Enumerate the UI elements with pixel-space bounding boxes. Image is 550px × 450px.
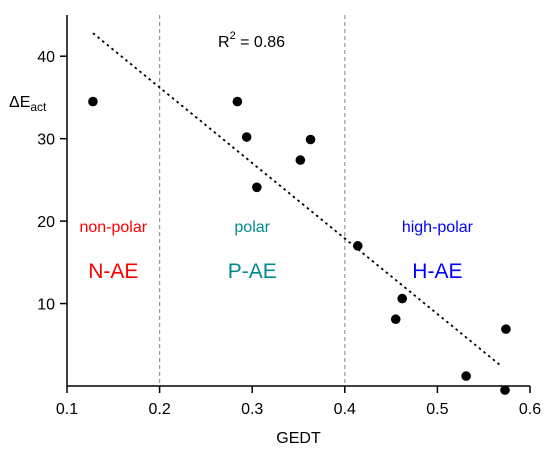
x-tick-label: 0.1: [56, 401, 78, 418]
data-point: [390, 314, 401, 325]
x-axis-ticks: 0.1 0.2 0.3 0.4 0.5 0.6: [56, 386, 541, 418]
data-point: [397, 293, 408, 304]
data-point: [305, 134, 316, 145]
region-code-1: P-AE: [228, 260, 277, 283]
y-axis-title-subscript: act: [30, 100, 47, 114]
x-tick-label: 0.2: [148, 401, 170, 418]
region-label-1: polar: [234, 219, 270, 236]
region-annotations: non-polar N-AE polar P-AE high-polar H-AE: [79, 219, 473, 283]
r-squared-value: = 0.86: [236, 34, 285, 51]
region-dividers: [159, 15, 346, 386]
x-axis-title: GEDT: [276, 430, 321, 447]
region-label-2: high-polar: [402, 219, 474, 236]
data-point: [241, 132, 252, 142]
axes: [66, 15, 530, 387]
y-axis-title: ΔEact: [9, 94, 47, 114]
data-point: [88, 96, 98, 107]
data-point: [232, 96, 243, 107]
y-axis-title-main: ΔE: [9, 94, 30, 111]
y-tick-label: 10: [37, 297, 55, 314]
y-tick-label: 40: [37, 49, 55, 66]
region-code-0: N-AE: [88, 260, 138, 283]
x-tick-label: 0.6: [519, 401, 541, 418]
data-points: [88, 96, 511, 395]
region-code-2: H-AE: [412, 260, 462, 283]
data-point: [252, 182, 262, 193]
y-tick-label: 30: [37, 132, 55, 149]
r-squared-superscript: 2: [230, 30, 236, 42]
data-point: [501, 324, 511, 334]
x-tick-label: 0.4: [334, 401, 356, 418]
data-point: [461, 371, 471, 381]
y-tick-label: 20: [37, 214, 55, 231]
r-squared-prefix: R: [218, 34, 230, 51]
trendline: [92, 32, 501, 366]
data-point: [295, 155, 306, 165]
data-point: [352, 241, 363, 251]
region-label-0: non-polar: [79, 219, 147, 236]
y-axis-ticks: 10 20 30 40: [37, 49, 67, 314]
data-point: [500, 385, 510, 395]
r-squared-annotation: R2 = 0.86: [218, 30, 285, 51]
x-tick-label: 0.3: [241, 401, 263, 418]
x-tick-label: 0.5: [426, 401, 448, 418]
